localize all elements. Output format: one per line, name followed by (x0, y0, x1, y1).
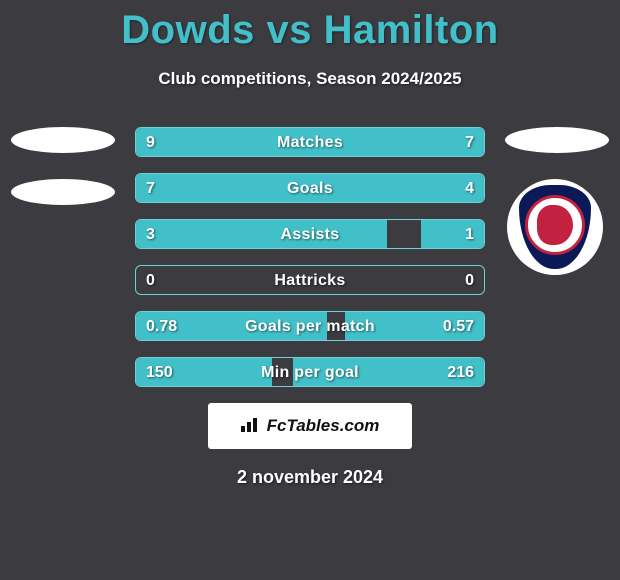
stat-row: 0.780.57Goals per match (135, 311, 485, 341)
stat-row: 97Matches (135, 127, 485, 157)
crest-figure (537, 205, 573, 245)
stat-label: Goals (136, 174, 484, 203)
stat-row: 31Assists (135, 219, 485, 249)
branding-badge: FcTables.com (208, 403, 412, 449)
stat-label: Assists (136, 220, 484, 249)
stat-row: 00Hattricks (135, 265, 485, 295)
footer-date: 2 november 2024 (0, 467, 620, 488)
player-badge-placeholder (11, 179, 115, 205)
comparison-chart: 97Matches 74Goals 31Assists 00Hattricks 0.78… (0, 127, 620, 387)
subtitle: Club competitions, Season 2024/2025 (0, 69, 620, 89)
stat-row: 150216Min per goal (135, 357, 485, 387)
crest-bg (507, 179, 603, 275)
stat-label: Matches (136, 128, 484, 157)
stat-row: 74Goals (135, 173, 485, 203)
player-badge-placeholder (505, 127, 609, 153)
stat-label: Hattricks (136, 266, 484, 295)
bars-icon (241, 416, 261, 437)
club-crest (507, 179, 607, 279)
page-title: Dowds vs Hamilton (0, 0, 620, 53)
stat-label: Min per goal (136, 358, 484, 387)
left-player-badges (8, 127, 118, 231)
bars-container: 97Matches 74Goals 31Assists 00Hattricks 0.78… (135, 127, 485, 387)
right-player-badges (502, 127, 612, 279)
player-badge-placeholder (11, 127, 115, 153)
stat-label: Goals per match (136, 312, 484, 341)
branding-text: FcTables.com (267, 416, 380, 436)
